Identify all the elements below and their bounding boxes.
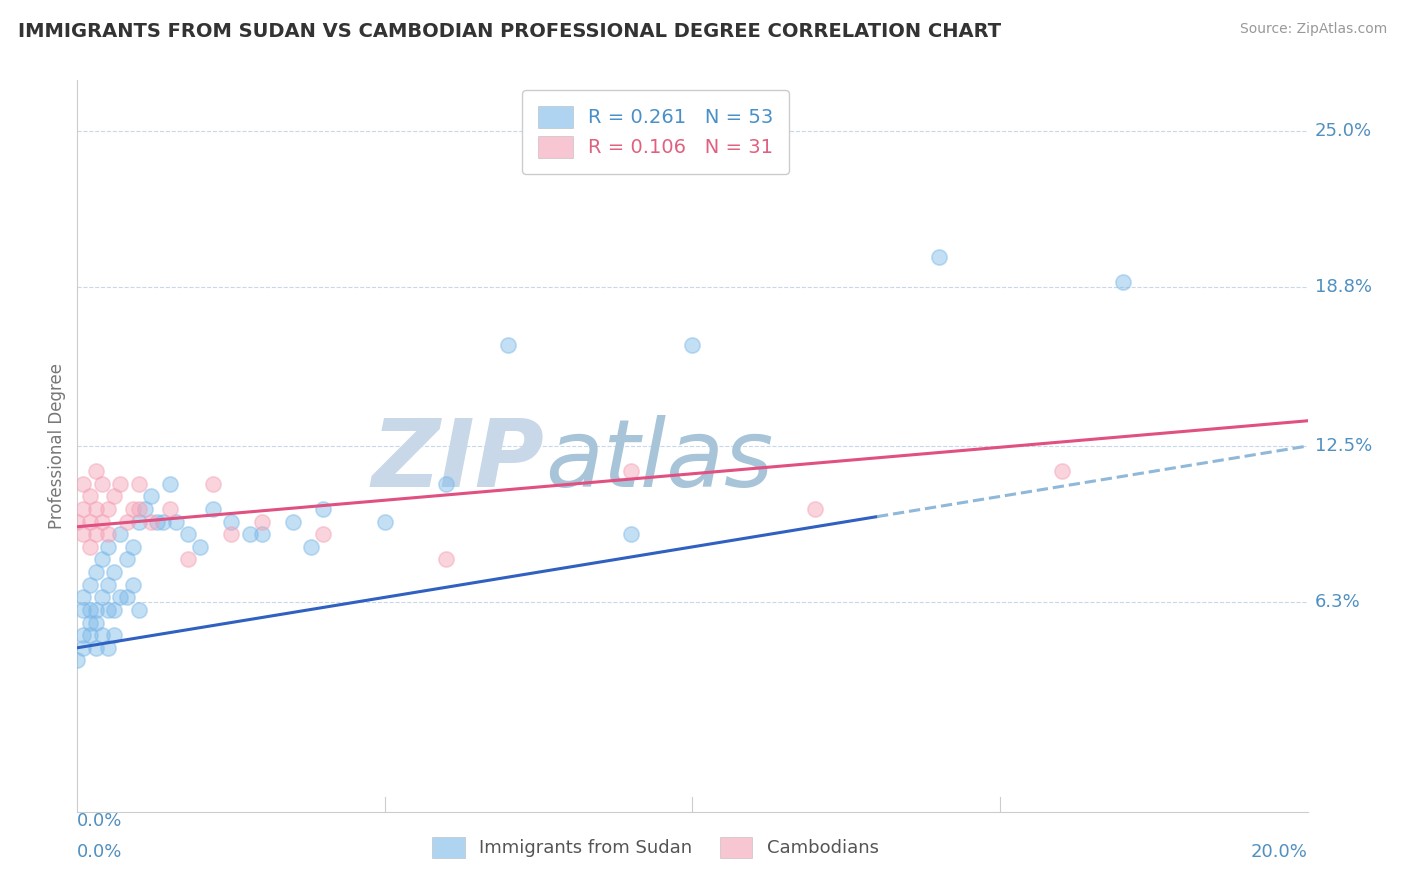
Text: 0.0%: 0.0% — [77, 812, 122, 830]
Point — [159, 502, 181, 516]
Point — [72, 476, 94, 491]
Point — [115, 552, 138, 566]
Text: atlas: atlas — [546, 415, 773, 506]
Point — [128, 476, 150, 491]
Point — [97, 540, 120, 554]
Point — [79, 615, 101, 630]
Text: 18.8%: 18.8% — [1315, 278, 1372, 296]
Point — [79, 540, 101, 554]
Point — [239, 527, 262, 541]
Point — [496, 338, 519, 352]
Point — [121, 502, 143, 516]
Point — [79, 628, 101, 642]
Point — [84, 464, 107, 478]
Point — [97, 502, 120, 516]
Point — [141, 490, 163, 504]
Text: 20.0%: 20.0% — [1251, 843, 1308, 861]
Point — [90, 628, 114, 642]
Point — [90, 515, 114, 529]
Point — [620, 464, 643, 478]
Point — [804, 502, 827, 516]
Point — [177, 552, 200, 566]
Point — [72, 628, 94, 642]
Text: IMMIGRANTS FROM SUDAN VS CAMBODIAN PROFESSIONAL DEGREE CORRELATION CHART: IMMIGRANTS FROM SUDAN VS CAMBODIAN PROFE… — [18, 22, 1001, 41]
Point — [72, 640, 94, 655]
Point — [79, 603, 101, 617]
Point — [141, 515, 163, 529]
Point — [121, 578, 143, 592]
Point — [103, 603, 125, 617]
Point — [201, 502, 224, 516]
Point — [299, 540, 322, 554]
Point — [97, 640, 120, 655]
Point — [103, 565, 125, 579]
Point — [177, 527, 200, 541]
Point — [1112, 275, 1135, 289]
Point — [72, 603, 94, 617]
Point — [84, 565, 107, 579]
Point — [128, 515, 150, 529]
Point — [250, 527, 273, 541]
Point — [201, 476, 224, 491]
Point — [66, 653, 89, 667]
Point — [84, 615, 107, 630]
Point — [115, 591, 138, 605]
Point — [165, 515, 187, 529]
Point — [66, 515, 89, 529]
Point — [97, 527, 120, 541]
Point — [128, 502, 150, 516]
Point — [128, 603, 150, 617]
Point — [110, 527, 132, 541]
Point — [159, 476, 181, 491]
Point — [281, 515, 304, 529]
Point — [115, 515, 138, 529]
Text: 25.0%: 25.0% — [1315, 121, 1372, 140]
Point — [1050, 464, 1073, 478]
Point — [928, 250, 950, 264]
Point — [84, 603, 107, 617]
Legend: Immigrants from Sudan, Cambodians: Immigrants from Sudan, Cambodians — [425, 830, 886, 865]
Point — [79, 578, 101, 592]
Point — [219, 515, 242, 529]
Point — [79, 490, 101, 504]
Point — [188, 540, 212, 554]
Point — [84, 502, 107, 516]
Point — [90, 591, 114, 605]
Point — [312, 527, 335, 541]
Point — [72, 527, 94, 541]
Point — [312, 502, 335, 516]
Point — [436, 552, 458, 566]
Point — [103, 490, 125, 504]
Point — [250, 515, 273, 529]
Point — [79, 515, 101, 529]
Point — [134, 502, 156, 516]
Point — [84, 640, 107, 655]
Point — [374, 515, 396, 529]
Point — [97, 578, 120, 592]
Point — [72, 591, 94, 605]
Point — [103, 628, 125, 642]
Text: 0.0%: 0.0% — [77, 843, 122, 861]
Point — [110, 591, 132, 605]
Point — [84, 527, 107, 541]
Point — [121, 540, 143, 554]
Point — [90, 552, 114, 566]
Text: 6.3%: 6.3% — [1315, 593, 1361, 611]
Point — [152, 515, 174, 529]
Point — [146, 515, 169, 529]
Text: ZIP: ZIP — [373, 415, 546, 507]
Y-axis label: Professional Degree: Professional Degree — [48, 363, 66, 529]
Point — [97, 603, 120, 617]
Point — [72, 502, 94, 516]
Point — [682, 338, 704, 352]
Point — [436, 476, 458, 491]
Point — [90, 476, 114, 491]
Text: Source: ZipAtlas.com: Source: ZipAtlas.com — [1240, 22, 1388, 37]
Point — [110, 476, 132, 491]
Text: 12.5%: 12.5% — [1315, 437, 1372, 455]
Point — [620, 527, 643, 541]
Point — [219, 527, 242, 541]
